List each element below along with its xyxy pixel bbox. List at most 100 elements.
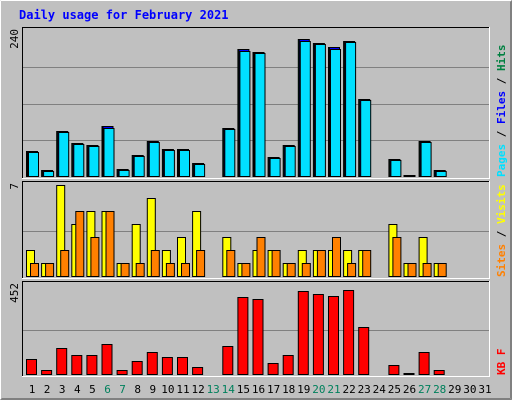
x-tick-label: 12	[191, 383, 204, 396]
x-tick-label: 20	[312, 383, 325, 396]
bar-sites-day-10	[165, 263, 175, 277]
scale-label: 7	[8, 183, 21, 190]
x-tick-label: 6	[104, 383, 111, 396]
x-tick-label: 4	[74, 383, 81, 396]
bar-kb-f-day-28	[433, 370, 445, 375]
bar-pages-day-7	[118, 170, 130, 177]
legend-entry: /	[495, 124, 508, 144]
x-tick-label: 26	[403, 383, 416, 396]
bar-kb-f-day-12	[192, 367, 204, 375]
bar-kb-f-day-23	[358, 327, 370, 375]
bar-kb-f-day-16	[252, 299, 264, 375]
x-tick-label: 15	[237, 383, 250, 396]
x-tick-label: 19	[297, 383, 310, 396]
bar-sites-day-16	[256, 237, 266, 277]
x-tick-label: 1	[29, 383, 36, 396]
x-tick-label: 18	[282, 383, 295, 396]
x-tick-label: 13	[207, 383, 220, 396]
bar-sites-day-6	[105, 211, 115, 277]
bar-pages-day-17	[269, 158, 281, 177]
bar-kb-f-day-9	[146, 352, 158, 375]
bar-sites-day-19	[301, 263, 311, 277]
bar-pages-day-11	[179, 150, 190, 177]
bar-sites-day-26	[407, 263, 417, 277]
legend-entry: Visits	[495, 184, 508, 224]
bar-sites-day-15	[241, 263, 251, 277]
bar-sites-day-28	[437, 263, 447, 277]
bar-sites-day-4	[75, 211, 85, 277]
bar-sites-day-20	[316, 250, 326, 277]
bar-kb-f-day-17	[267, 363, 279, 375]
bar-pages-day-3	[58, 132, 70, 177]
bar-pages-day-18	[284, 146, 296, 177]
panel-visits-sites: 7 Sites / Visits	[8, 181, 508, 279]
bar-kb-f-day-14	[222, 346, 234, 375]
x-tick-label: 14	[222, 383, 236, 396]
bar-kb-f-day-15	[237, 297, 249, 375]
chart-title: Daily usage for February 2021	[19, 8, 229, 22]
bar-kb-f-day-27	[418, 352, 430, 375]
bar-kb-f-day-18	[282, 355, 294, 375]
bar-kb-f-day-10	[161, 357, 173, 375]
x-tick-label: 9	[149, 383, 156, 396]
x-tick-label: 16	[252, 383, 265, 396]
bar-kb-f-day-26	[403, 373, 415, 375]
bar-sites-day-8	[135, 263, 145, 277]
bar-kb-f-day-3	[56, 348, 68, 375]
bar-pages-day-10	[163, 150, 175, 177]
x-axis: 1 2 3 4 5 6 7 8 9 10 11 12 13 14 15 16 17 18 19 20 21 22 23 24 2…	[29, 383, 492, 396]
bar-sites-day-22	[347, 263, 357, 277]
legend-entry: Pages	[495, 144, 508, 177]
legend-entry: Files	[495, 91, 508, 124]
bar-sites-day-7	[120, 263, 130, 277]
bar-sites-day-21	[332, 237, 341, 277]
legend-entry: Hits	[495, 45, 508, 72]
x-tick-label: 8	[134, 383, 141, 396]
x-tick-label: 22	[342, 383, 355, 396]
bar-pages-day-2	[43, 171, 55, 177]
chart-panels: 240 Pages / Files / Hits 7 Sites / Visits 45…	[8, 27, 508, 377]
x-tick-label: 5	[89, 383, 96, 396]
bar-pages-day-4	[73, 144, 85, 177]
bar-pages-day-15	[239, 51, 251, 177]
bar-pages-day-14	[224, 129, 236, 177]
x-tick-label: 28	[433, 383, 446, 396]
bar-sites-day-5	[90, 237, 100, 277]
bar-pages-day-21	[330, 49, 341, 177]
panel-kbytes: 452 KB F	[8, 281, 508, 377]
scale-label: 452	[8, 283, 21, 303]
bar-sites-day-3	[60, 250, 70, 277]
x-tick-label: 24	[373, 383, 387, 396]
x-tick-label: 2	[44, 383, 51, 396]
bar-pages-day-9	[148, 142, 160, 177]
x-tick-label: 7	[119, 383, 126, 396]
bar-kb-f-day-1	[26, 359, 37, 375]
x-tick-label: 21	[327, 383, 340, 396]
x-tick-label: 17	[267, 383, 280, 396]
bar-kb-f-day-7	[116, 370, 128, 375]
bar-pages-day-23	[360, 100, 372, 177]
legend-entry: /	[495, 71, 508, 91]
bar-kb-f-day-20	[312, 294, 324, 375]
bar-pages-day-6	[103, 128, 115, 177]
bar-pages-day-16	[254, 53, 266, 177]
bar-pages-day-20	[314, 44, 326, 177]
bar-kb-f-day-19	[297, 291, 309, 375]
bar-pages-day-27	[420, 142, 432, 177]
scale-label: 240	[8, 29, 21, 49]
legend-entry: /	[495, 224, 508, 244]
bar-sites-day-25	[392, 237, 402, 277]
bar-kb-f-day-5	[86, 355, 98, 375]
bar-pages-day-8	[133, 156, 145, 177]
bar-pages-day-5	[88, 146, 100, 177]
x-tick-label: 30	[463, 383, 476, 396]
legend-entry: Sites	[495, 244, 508, 277]
bar-kb-f-day-6	[101, 344, 113, 375]
bar-kb-f-day-25	[388, 365, 400, 375]
legend: Sites / Visits	[495, 184, 508, 277]
bar-sites-day-12	[196, 250, 206, 277]
bar-pages-day-25	[390, 160, 402, 177]
bar-pages-day-28	[435, 171, 447, 177]
x-tick-label: 27	[418, 383, 431, 396]
bar-sites-day-11	[181, 263, 190, 277]
